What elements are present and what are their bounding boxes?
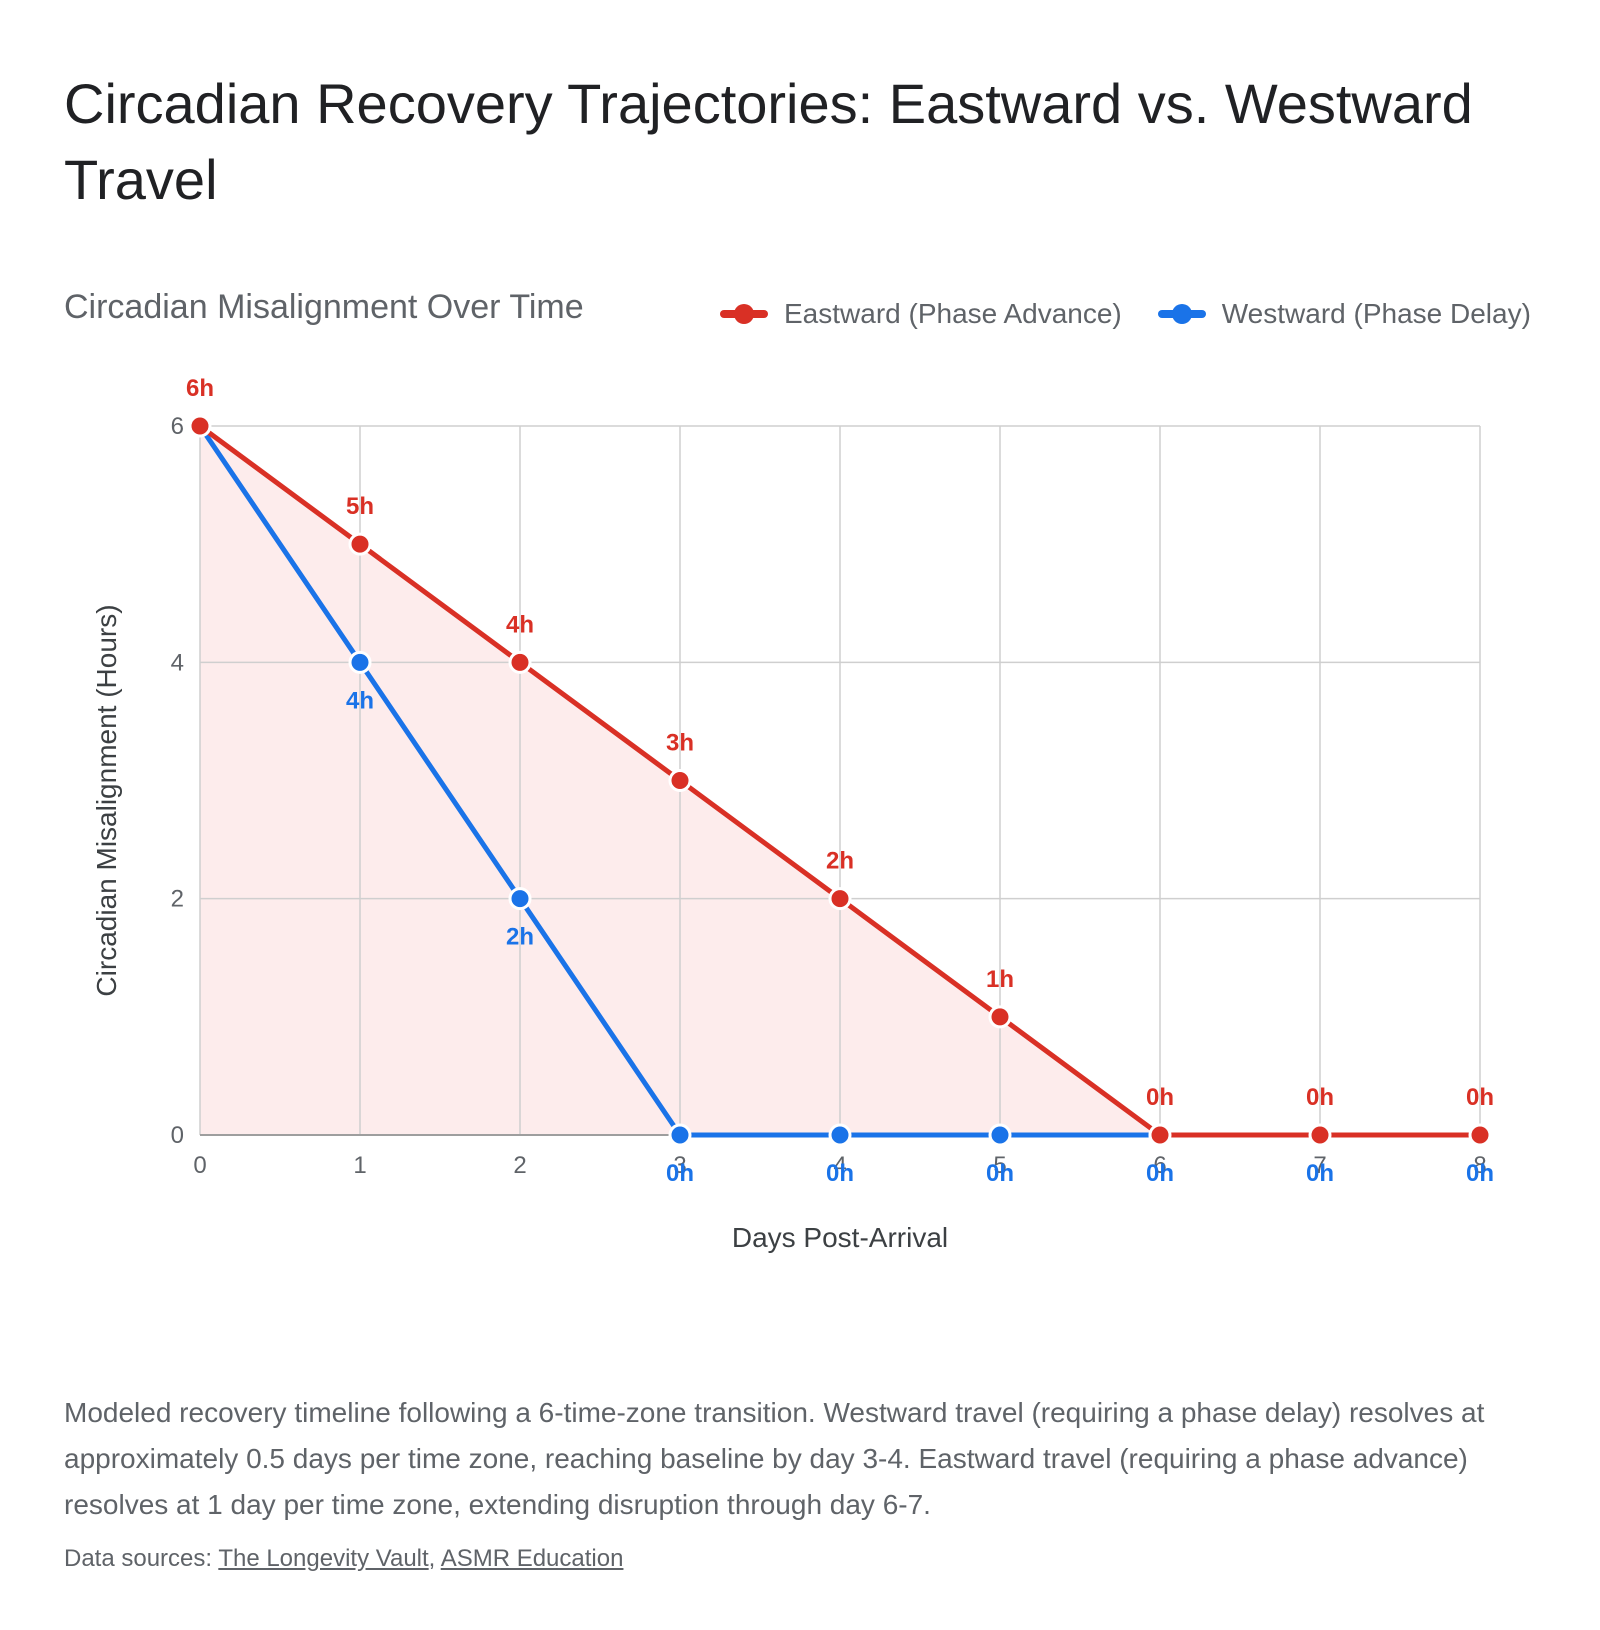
y-axis-title: Circadian Misalignment (Hours) [91, 604, 122, 996]
eastward-data-label: 0h [1306, 1084, 1334, 1111]
x-tick-label: 8 [1473, 1152, 1486, 1179]
eastward-data-label: 5h [346, 493, 374, 520]
legend-item-westward[interactable]: Westward (Phase Delay) [1157, 298, 1531, 330]
westward-data-label: 0h [1306, 1160, 1334, 1187]
eastward-data-label: 4h [506, 611, 534, 638]
westward-data-label: 2h [506, 924, 534, 951]
eastward-data-label: 2h [826, 848, 854, 875]
sources-prefix: Data sources: [64, 1545, 213, 1572]
chart-caption: Modeled recovery timeline following a 6-… [64, 1397, 1485, 1520]
eastward-point [348, 532, 372, 556]
eastward-data-label: 6h [186, 375, 214, 402]
legend-item-eastward[interactable]: Eastward (Phase Advance) [720, 298, 1122, 330]
legend-label-eastward: Eastward (Phase Advance) [784, 298, 1122, 329]
legend-label-westward: Westward (Phase Delay) [1221, 298, 1531, 329]
westward-data-label: 0h [986, 1160, 1014, 1187]
westward-data-label: 0h [826, 1160, 854, 1187]
legend-swatch-eastward [720, 304, 768, 324]
y-tick-label: 6 [171, 413, 184, 440]
eastward-data-label: 3h [666, 730, 694, 757]
eastward-point [988, 1005, 1012, 1029]
y-tick-label: 0 [171, 1122, 184, 1149]
eastward-point [668, 769, 692, 792]
x-tick-label: 7 [1313, 1152, 1326, 1179]
eastward-point [1148, 1123, 1172, 1147]
eastward-point [188, 414, 212, 438]
westward-point [668, 1123, 692, 1147]
eastward-point [1468, 1123, 1492, 1147]
eastward-point [828, 887, 852, 911]
westward-point [508, 887, 532, 911]
chart-title: Circadian Misalignment Over Time [64, 288, 584, 326]
westward-data-label: 0h [666, 1160, 694, 1187]
line-chart: 0 1 2 3 4 5 6 7 8 0 2 4 6 Days Post-Arrival Circadian … [91, 375, 1494, 1253]
x-tick-label: 3 [673, 1152, 686, 1179]
westward-data-label: 4h [346, 687, 374, 714]
westward-point [828, 1123, 852, 1147]
x-tick-label: 0 [193, 1152, 206, 1179]
eastward-data-label: 0h [1466, 1084, 1494, 1111]
x-axis-title: Days Post-Arrival [732, 1222, 948, 1253]
eastward-point [508, 650, 532, 674]
source-link-longevity-vault[interactable]: The Longevity Vault [218, 1545, 429, 1572]
y-tick-label: 2 [171, 886, 184, 913]
x-tick-label: 4 [833, 1152, 846, 1179]
data-sources: Data sources: The Longevity Vault, ASMR … [64, 1545, 623, 1573]
source-link-asmr-education[interactable]: ASMR Education [440, 1545, 624, 1572]
page-title: Circadian Recovery Trajectories: Eastwar… [64, 72, 1473, 211]
westward-data-label: 0h [1466, 1160, 1494, 1187]
x-tick-label: 1 [353, 1152, 366, 1179]
eastward-data-label: 0h [1146, 1084, 1174, 1111]
chart-legend: Eastward (Phase Advance) Westward (Phase… [720, 298, 1531, 330]
westward-point [988, 1123, 1012, 1147]
y-tick-label: 4 [171, 649, 184, 676]
westward-point [348, 650, 372, 674]
legend-swatch-westward [1157, 304, 1206, 324]
sources-separator: , [428, 1545, 436, 1572]
eastward-data-label: 1h [986, 966, 1014, 993]
x-tick-label: 5 [993, 1152, 1006, 1179]
x-tick-label: 2 [513, 1152, 526, 1179]
westward-data-label: 0h [1146, 1160, 1174, 1187]
eastward-point [1308, 1123, 1332, 1147]
x-tick-label: 6 [1153, 1152, 1166, 1179]
